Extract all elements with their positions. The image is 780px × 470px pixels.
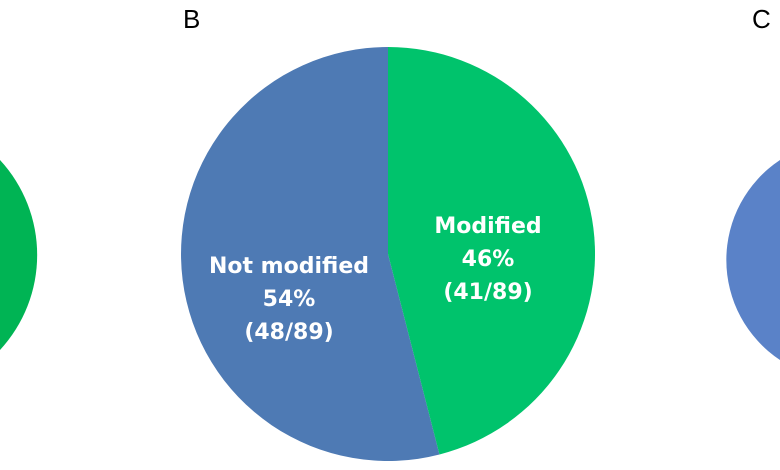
panel-label-c: C — [752, 4, 771, 34]
pie-slice-not-modified — [181, 47, 440, 461]
pie-slice-modified — [388, 47, 596, 455]
pie-chart: Not modified 54% (48/89) Modified 46% (4… — [181, 47, 596, 461]
slice-percent-not-modified: 54% — [263, 287, 316, 312]
slice-percent-modified: 46% — [462, 247, 515, 272]
slice-label-not-modified: Not modified — [209, 254, 369, 279]
slice-label-modified: Modified — [434, 214, 541, 239]
left-partial-pie — [0, 160, 38, 350]
slice-count-not-modified: (48/89) — [244, 320, 333, 345]
slice-count-modified: (41/89) — [443, 280, 532, 305]
panel-label-b: B — [183, 4, 200, 34]
right-partial-pie — [726, 160, 780, 360]
